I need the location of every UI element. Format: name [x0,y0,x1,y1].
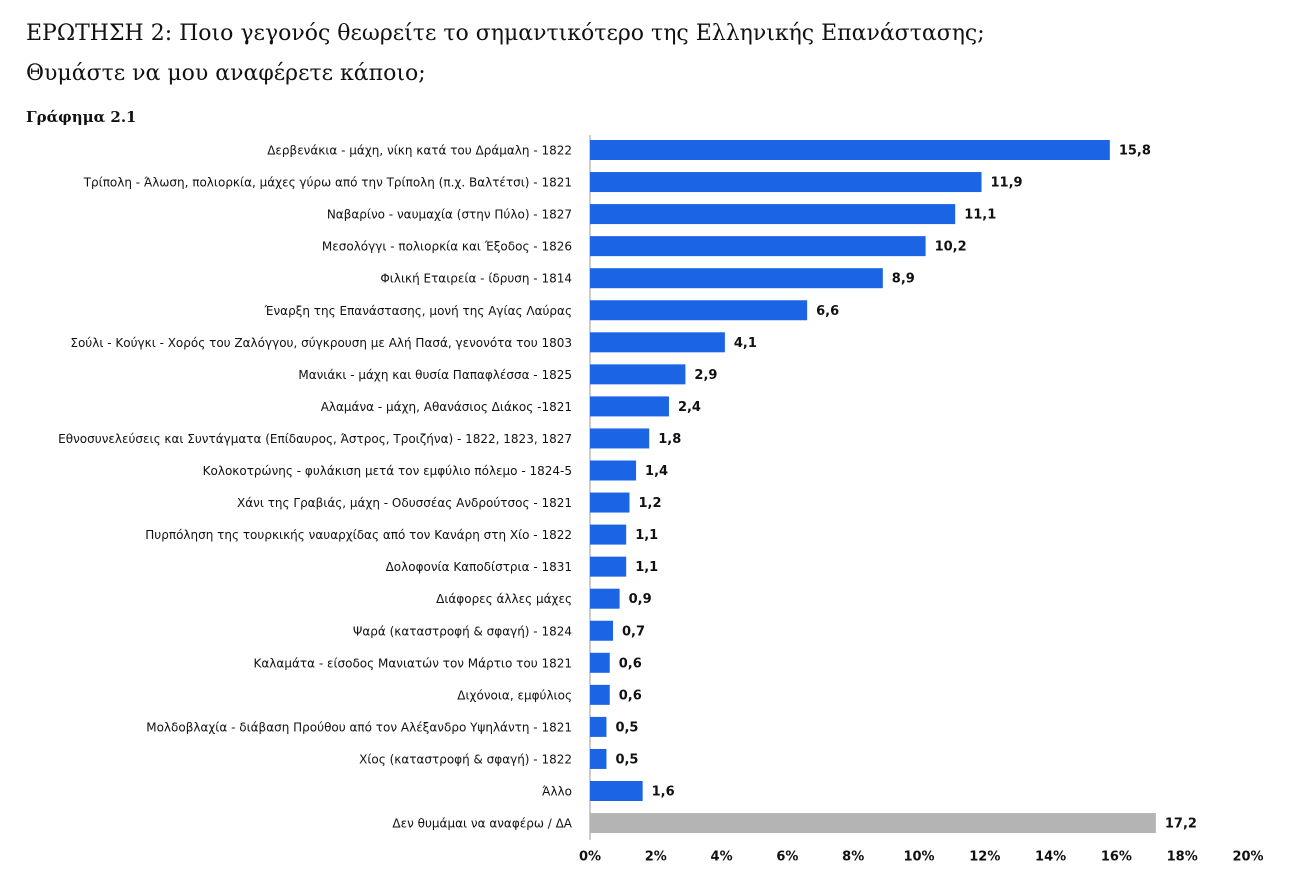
bar [590,684,610,705]
value-label: 1,1 [635,528,658,543]
bar [590,524,627,545]
bar [590,396,669,417]
bar [590,204,956,225]
y-tick-label: Διχόνοια, εμφύλιος [457,688,572,702]
y-tick-label: Φιλική Εταιρεία - ίδρυση - 1814 [380,272,572,286]
bar [590,268,883,289]
bar [590,460,637,481]
value-label: 2,9 [694,368,717,383]
x-tick-label: 16% [1101,850,1132,865]
bar [590,364,686,385]
value-label: 11,9 [991,176,1023,191]
y-tick-label: Καλαμάτα - είσοδος Μανιατών τον Μάρτιο τ… [254,656,572,670]
y-tick-label: Σούλι - Κούγκι - Χορός του Ζαλόγγου, σύγ… [70,336,572,350]
y-tick-label: Μανιάκι - μάχη και θυσία Παπαφλέσσα - 18… [298,368,572,382]
y-tick-label: Κολοκοτρώνης - φυλάκιση μετά τον εμφύλιο… [203,464,572,478]
value-label: 4,1 [734,336,757,351]
bar [590,172,982,193]
y-tick-label: Χίος (καταστροφή & σφαγή) - 1822 [359,752,572,766]
value-label: 0,5 [615,720,638,735]
y-tick-label: Διάφορες άλλες μάχες [436,592,572,606]
bar [590,556,627,577]
chart-title: ΕΡΩΤΗΣΗ 2: Ποιο γεγονός θεωρείτε το σημα… [26,21,985,46]
chart-title: Θυμάστε να μου αναφέρετε κάποιο; [26,61,426,86]
bar [590,781,643,801]
bar [590,492,630,513]
y-tick-label: Χάνι της Γραβιάς, μάχη - Οδυσσέας Ανδρού… [237,496,572,510]
value-label: 11,1 [964,208,996,223]
value-label: 0,6 [619,688,642,703]
x-tick-label: 18% [1167,850,1198,865]
x-tick-label: 12% [969,850,1000,865]
y-tick-label: Δολοφονία Καποδίστρια - 1831 [386,560,572,574]
bar [590,236,926,257]
value-label: 15,8 [1119,144,1151,159]
bar [590,813,1156,834]
y-tick-label: Ναβαρίνο - ναυμαχία (στην Πύλο) - 1827 [327,208,572,222]
x-tick-label: 8% [842,850,864,865]
value-label: 0,7 [622,624,645,639]
y-tick-label: Έναρξη της Επανάστασης, μονή της Αγίας Λ… [264,304,573,318]
y-tick-label: Δερβενάκια - μάχη, νίκη κατά του Δράμαλη… [267,144,572,158]
y-tick-label: Εθνοσυνελεύσεις και Συντάγματα (Επίδαυρο… [58,432,572,446]
value-label: 10,2 [935,240,967,255]
x-tick-label: 4% [711,850,733,865]
bar [590,748,607,769]
value-label: 0,5 [615,752,638,767]
value-label: 1,4 [645,464,668,479]
x-tick-label: 6% [776,850,798,865]
value-label: 17,2 [1165,817,1197,832]
bar [590,652,610,673]
bar [590,716,607,737]
y-tick-label: Ψαρά (καταστροφή & σφαγή) - 1824 [353,624,572,638]
value-label: 1,6 [652,785,675,800]
x-tick-label: 0% [579,850,601,865]
bar [590,332,725,353]
x-tick-label: 20% [1232,850,1263,865]
value-label: 1,8 [658,432,681,447]
x-tick-label: 14% [1035,850,1066,865]
x-tick-label: 2% [645,850,667,865]
y-tick-label: Αλαμάνα - μάχη, Αθανάσιος Διάκος -1821 [321,400,572,414]
value-label: 1,2 [638,496,661,511]
value-label: 2,4 [678,400,701,415]
bar [590,140,1110,160]
y-tick-label: Άλλο [542,785,572,799]
x-tick-label: 10% [903,850,934,865]
value-label: 8,9 [892,272,915,287]
y-tick-label: Τρίπολη - Άλωση, πολιορκία, μάχες γύρω α… [83,176,572,190]
bar [590,300,808,321]
y-tick-label: Μολδοβλαχία - διάβαση Προύθου από τον Αλ… [146,720,572,734]
y-tick-label: Πυρπόληση της τουρκικής ναυαρχίδας από τ… [145,528,572,542]
bar [590,620,614,641]
y-tick-label: Δεν θυμάμαι να αναφέρω / ΔΑ [392,817,572,831]
bar [590,428,650,449]
bar [590,588,620,609]
value-label: 0,9 [629,592,652,607]
value-label: 0,6 [619,656,642,671]
chart-subtitle: Γράφημα 2.1 [26,108,137,126]
value-label: 1,1 [635,560,658,575]
y-tick-label: Μεσολόγγι - πολιορκία και Έξοδος - 1826 [322,240,572,254]
value-label: 6,6 [816,304,839,319]
